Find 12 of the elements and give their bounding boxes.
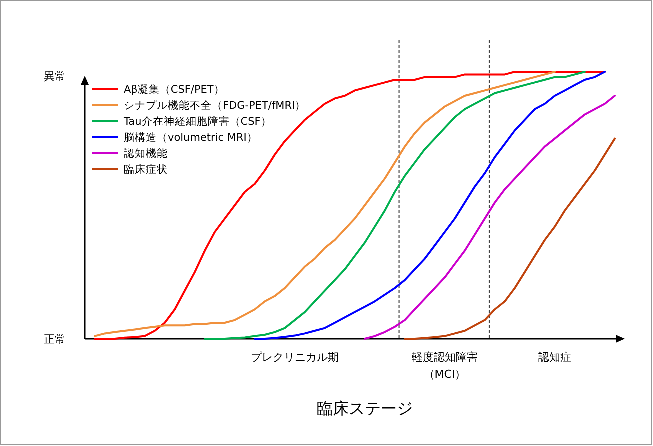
text: 正常 bbox=[44, 333, 66, 346]
x-tick-label: 軽度認知障害（MCI） bbox=[412, 351, 478, 381]
legend-label: 認知機能 bbox=[124, 147, 168, 160]
legend-label: シナプル機能不全（FDG-PET/fMRI） bbox=[124, 99, 306, 112]
text: 異常 bbox=[44, 70, 66, 83]
x-tick-label: プレクリニカル期 bbox=[251, 351, 339, 364]
legend-label: Aβ凝集（CSF/PET） bbox=[124, 84, 225, 96]
legend-label: Tau介在神経細胞障害（CSF） bbox=[123, 115, 272, 128]
legend-label: 臨床症状 bbox=[124, 163, 168, 176]
x-axis-title: 臨床ステージ bbox=[317, 399, 413, 418]
legend-label: 脳構造（volumetric MRI） bbox=[124, 131, 258, 144]
x-tick-label: 認知症 bbox=[538, 351, 572, 364]
